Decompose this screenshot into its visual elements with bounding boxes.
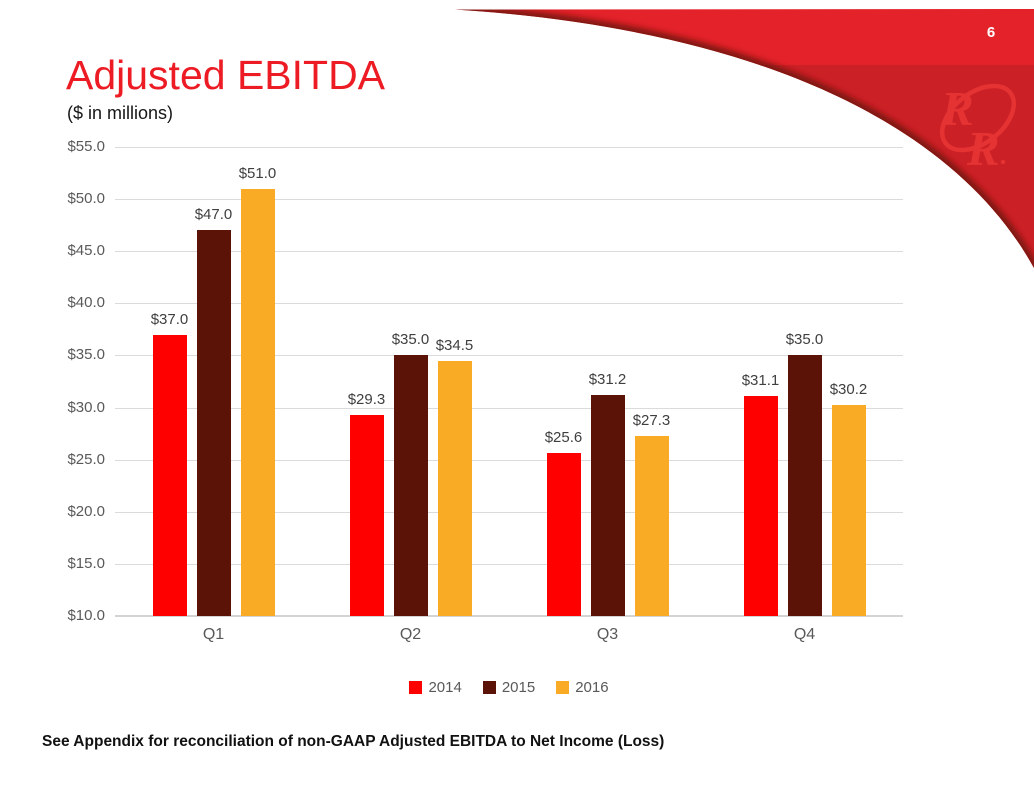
legend-label: 2016 (575, 679, 609, 696)
bar-2015-q4 (787, 355, 822, 616)
slide-title: Adjusted EBITDA (66, 52, 386, 98)
bar-value-label: $35.0 (391, 331, 430, 349)
bar-2016-q3 (634, 435, 669, 616)
legend-item-2016: 2016 (556, 679, 609, 696)
legend-label: 2014 (428, 679, 462, 696)
x-axis-line (115, 615, 903, 617)
y-axis-tick-label: $15.0 (67, 555, 105, 572)
bar-value-label: $31.1 (741, 372, 780, 390)
bar-value-label: $37.0 (150, 310, 189, 328)
gridline (115, 355, 903, 356)
bar-2014-q1 (152, 334, 187, 616)
slide-subtitle: ($ in millions) (67, 103, 174, 123)
y-axis-tick-label: $40.0 (67, 294, 105, 311)
bar-value-label: $35.0 (785, 331, 824, 349)
gridline (115, 303, 903, 304)
legend-label: 2015 (501, 679, 536, 696)
y-axis-tick-label: $45.0 (67, 242, 105, 259)
legend-swatch-2015 (482, 681, 496, 694)
gridline (115, 564, 903, 565)
bar-2016-q4 (831, 405, 866, 616)
y-axis-tick-label: $10.0 (67, 607, 105, 624)
bar-2015-q3 (590, 395, 625, 616)
bar-2015-q1 (196, 230, 231, 616)
gridline (115, 251, 903, 252)
legend-item-2014: 2014 (409, 679, 462, 696)
bar-2016-q1 (240, 188, 275, 616)
y-axis-tick-label: $30.0 (67, 399, 105, 416)
bar-2014-q2 (349, 414, 384, 616)
gridline (115, 460, 903, 461)
bar-value-label: $30.2 (829, 381, 868, 399)
bar-value-label: $47.0 (194, 206, 233, 224)
gridline (115, 408, 903, 409)
legend-swatch-2014 (409, 681, 423, 694)
bar-2015-q2 (393, 355, 428, 616)
bar-value-label: $51.0 (238, 164, 277, 182)
gridline (115, 199, 903, 200)
y-axis-tick-label: $25.0 (67, 451, 105, 468)
y-axis-tick-label: $55.0 (67, 138, 105, 155)
y-axis-tick-label: $20.0 (67, 503, 105, 520)
legend-item-2015: 2015 (482, 679, 536, 696)
footnote: See Appendix for reconciliation of non-G… (42, 733, 665, 750)
chart-legend: 2014 2015 2016 (115, 679, 903, 696)
bar-value-label: $29.3 (347, 390, 386, 408)
bar-value-label: $34.5 (435, 336, 474, 354)
gridline (115, 512, 903, 513)
bar-2014-q4 (743, 396, 778, 616)
page-number: 6 (986, 24, 996, 41)
bar-value-label: $27.3 (632, 411, 671, 429)
x-axis-category-label: Q2 (399, 626, 422, 643)
bar-value-label: $31.2 (588, 371, 627, 389)
bar-value-label: $25.6 (544, 429, 583, 447)
bar-2014-q3 (546, 453, 581, 616)
x-axis-category-label: Q3 (596, 626, 619, 643)
y-axis-tick-label: $50.0 (67, 190, 105, 207)
legend-swatch-2016 (556, 681, 570, 694)
x-axis-category-label: Q1 (202, 626, 225, 643)
y-axis-tick-label: $35.0 (67, 346, 105, 363)
bar-2016-q2 (437, 360, 472, 616)
gridline (115, 147, 903, 148)
x-axis-category-label: Q4 (793, 626, 816, 643)
